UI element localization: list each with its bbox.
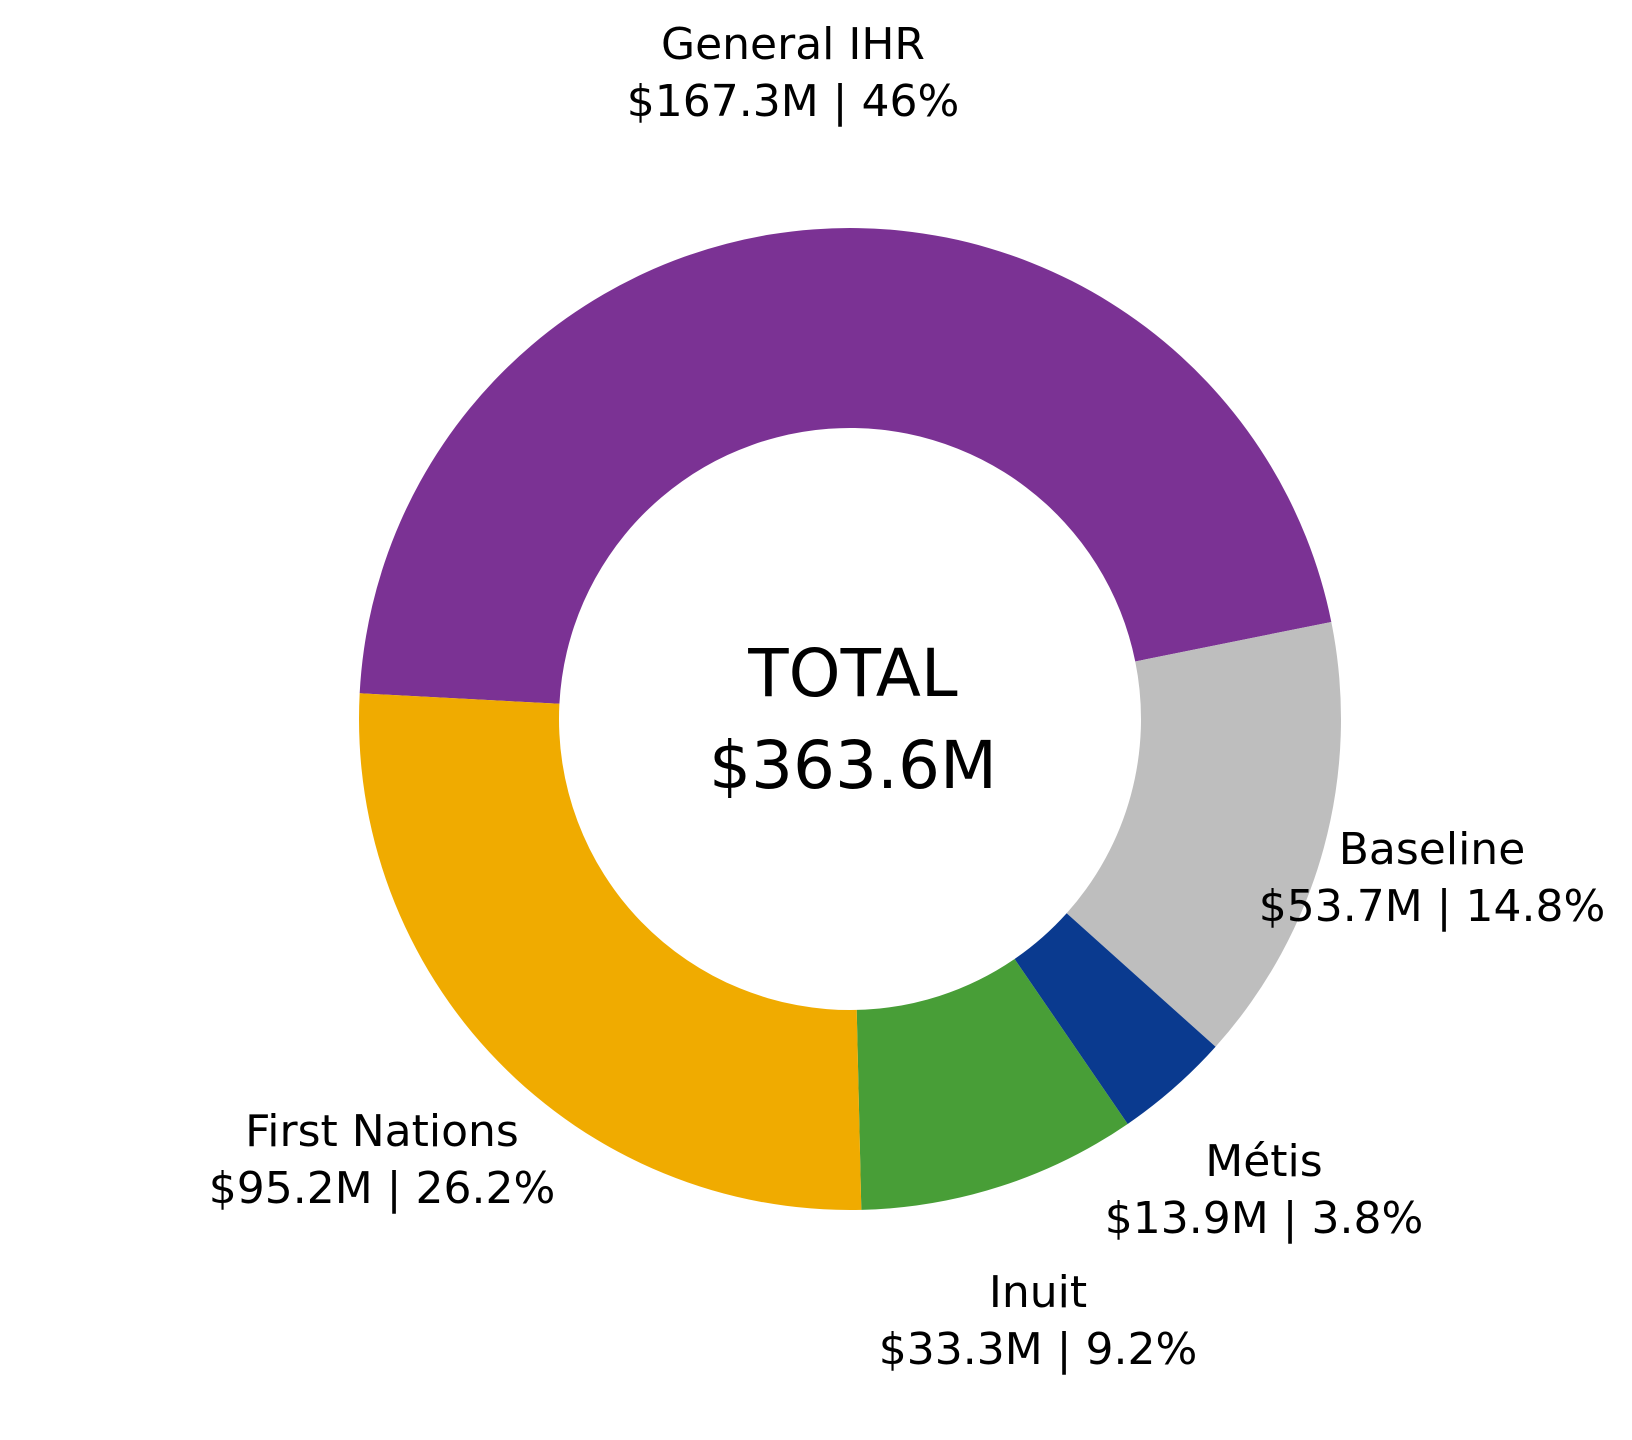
segment-value: $33.3M | 9.2% [878,1324,1198,1375]
segment-value: $167.3M | 46% [626,76,960,127]
segment-name: First Nations [245,1106,519,1157]
segment-value: $53.7M | 14.8% [1258,881,1606,932]
segment-label-general-ihr: General IHR $167.3M | 46% [627,16,960,130]
donut-segment-general-ihr [359,227,1332,704]
total-title: TOTAL [748,635,958,712]
segment-name: General IHR [660,19,926,70]
donut-segment-baseline [1066,621,1341,1047]
segment-value: $13.9M | 3.8% [1104,1193,1424,1244]
segment-value: $95.2M | 26.2% [208,1163,556,1214]
segment-label-metis: Métis $13.9M | 3.8% [1105,1133,1424,1247]
donut-segment-first-nations [358,693,862,1211]
donut-segment-metis [1014,913,1216,1124]
segment-label-baseline: Baseline $53.7M | 14.8% [1259,821,1606,935]
segment-name: Métis [1205,1136,1323,1187]
donut-segment-inuit [856,958,1128,1210]
segment-label-inuit: Inuit $33.3M | 9.2% [879,1264,1198,1378]
segment-name: Inuit [988,1267,1088,1318]
donut-center-label: TOTAL $363.6M [709,628,997,812]
segment-label-first-nations: First Nations $95.2M | 26.2% [209,1103,556,1217]
segment-name: Baseline [1338,824,1526,875]
total-value: $363.6M [709,727,997,804]
